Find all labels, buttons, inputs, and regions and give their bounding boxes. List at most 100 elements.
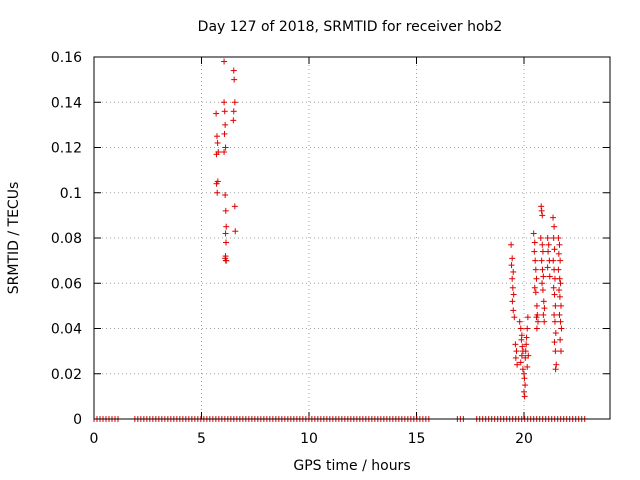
data-point xyxy=(551,318,558,325)
y-axis-label: SRMTID / TECUs xyxy=(6,182,22,295)
x-tick-label: 20 xyxy=(515,431,533,447)
data-point xyxy=(510,291,517,298)
data-point xyxy=(510,307,517,314)
data-point xyxy=(534,318,541,325)
y-tick-label: 0.1 xyxy=(60,186,82,202)
data-point xyxy=(521,393,528,400)
data-point xyxy=(213,133,220,140)
data-point xyxy=(557,348,564,355)
data-point xyxy=(538,207,545,214)
tick-labels: 0 0.02 0.04 0.06 0.08 0.1 0.12 0.14 0.16 0 5 10 15 20 xyxy=(51,50,533,447)
data-point xyxy=(223,223,230,230)
data-point xyxy=(509,275,516,282)
data-point xyxy=(551,311,558,318)
data-point xyxy=(541,318,548,325)
data-point xyxy=(532,266,539,273)
data-point xyxy=(524,325,531,332)
data-point xyxy=(552,348,559,355)
data-point xyxy=(556,241,563,248)
data-point xyxy=(539,248,546,255)
data-point xyxy=(512,354,519,361)
data-point xyxy=(546,273,553,280)
data-point xyxy=(509,298,516,305)
data-point xyxy=(516,318,523,325)
data-point xyxy=(214,139,221,146)
data-point xyxy=(231,76,238,83)
data-point xyxy=(531,239,538,246)
y-tick-label: 0.12 xyxy=(51,141,82,157)
data-point xyxy=(556,311,563,318)
data-point xyxy=(215,149,222,156)
data-point xyxy=(530,230,537,237)
data-point xyxy=(223,239,230,246)
data-point xyxy=(519,366,526,373)
data-point xyxy=(514,361,521,368)
data-point xyxy=(533,302,540,309)
data-point xyxy=(222,121,229,128)
data-point xyxy=(523,341,530,348)
data-point xyxy=(510,268,517,275)
data-point xyxy=(525,352,532,359)
data-point xyxy=(541,305,548,312)
y-tick-label: 0.08 xyxy=(51,231,82,247)
data-point xyxy=(540,311,547,318)
data-point xyxy=(557,280,564,287)
data-point xyxy=(521,375,528,382)
data-point xyxy=(512,341,519,348)
data-point xyxy=(517,359,524,366)
data-point xyxy=(556,275,563,282)
data-point xyxy=(523,334,530,341)
data-point xyxy=(221,58,228,65)
data-point xyxy=(522,354,529,361)
data-point xyxy=(522,382,529,389)
data-point xyxy=(231,99,238,106)
x-tick-label: 5 xyxy=(197,431,206,447)
data-point xyxy=(538,257,545,264)
data-point xyxy=(522,348,529,355)
data-point xyxy=(230,108,237,115)
data-point xyxy=(539,287,546,294)
y-tick-label: 0.14 xyxy=(51,95,82,111)
data-point xyxy=(222,230,229,237)
x-axis-label: GPS time / hours xyxy=(293,458,410,474)
chart-title: Day 127 of 2018, SRMTID for receiver hob… xyxy=(198,19,503,35)
data-point xyxy=(558,325,565,332)
data-point xyxy=(508,262,515,269)
data-point xyxy=(552,366,559,373)
data-point xyxy=(214,189,221,196)
data-point xyxy=(221,130,228,137)
x-tick-label: 15 xyxy=(408,431,426,447)
x-tick-label: 0 xyxy=(90,431,99,447)
data-points xyxy=(213,58,565,400)
data-point xyxy=(539,241,546,248)
data-point xyxy=(513,348,520,355)
y-tick-label: 0.04 xyxy=(51,322,82,338)
grid-lines xyxy=(94,57,610,419)
data-point xyxy=(213,110,220,117)
data-point xyxy=(517,325,524,332)
data-point xyxy=(550,214,557,221)
y-tick-label: 0.02 xyxy=(51,367,82,383)
data-point xyxy=(519,343,526,350)
plot-frame xyxy=(93,56,611,420)
data-point xyxy=(221,108,228,115)
data-point xyxy=(532,257,539,264)
data-point xyxy=(552,302,559,309)
data-point xyxy=(533,325,540,332)
data-point xyxy=(551,223,558,230)
data-point xyxy=(539,266,546,273)
data-point xyxy=(533,275,540,282)
data-point xyxy=(553,361,560,368)
data-point xyxy=(230,67,237,74)
y-tick-label: 0.16 xyxy=(51,50,82,66)
data-point xyxy=(508,241,515,248)
data-point xyxy=(221,149,228,156)
data-point xyxy=(550,257,557,264)
data-point xyxy=(518,352,525,359)
data-point xyxy=(551,246,558,253)
data-point xyxy=(524,314,531,321)
data-point xyxy=(531,248,538,255)
data-point xyxy=(521,388,527,395)
data-point xyxy=(222,192,229,199)
data-point xyxy=(539,212,546,219)
